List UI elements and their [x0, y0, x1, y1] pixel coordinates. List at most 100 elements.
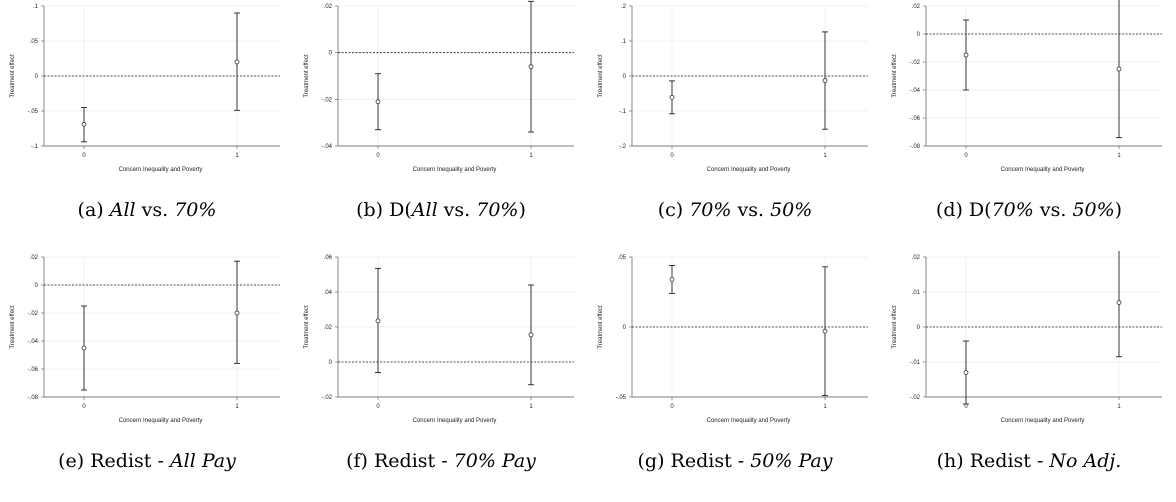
y-tick-label: 0 [329, 51, 333, 57]
y-tick-label: .05 [618, 255, 627, 261]
caption-text: All [411, 199, 438, 221]
chart-panel-b: -.04 -.02 0 .02 0 1 Concern Inequality and Pov… [294, 0, 588, 251]
caption-text: vs. [1033, 199, 1073, 221]
x-axis-title: Concern Inequality and Poverty [119, 167, 203, 173]
caption-text: (e) Redist - [58, 450, 170, 472]
y-axis-title: Treatment effect [304, 54, 310, 98]
x-tick-label: 1 [529, 404, 533, 410]
y-tick-label: -.02 [910, 60, 921, 66]
caption-text: 50% Pay [750, 450, 833, 472]
y-tick-label: -.04 [910, 88, 921, 94]
panel-caption: (b) D(All vs. 70%) [294, 199, 588, 221]
x-tick-label: 0 [82, 404, 86, 410]
y-axis-title: Treatment effect [598, 54, 604, 98]
y-tick-label: -.02 [28, 311, 39, 317]
x-tick-label: 1 [823, 404, 827, 410]
y-axis-title: Treatment effect [598, 305, 604, 349]
caption-text: 70% [689, 199, 732, 221]
point-estimate-marker [375, 99, 381, 105]
y-tick-label: .1 [33, 4, 39, 10]
y-tick-label: -.04 [322, 144, 333, 150]
caption-text: (f) Redist - [346, 450, 454, 472]
point-estimate-marker [528, 64, 534, 70]
caption-text: (h) Redist - [936, 450, 1050, 472]
point-estimate-marker [234, 59, 240, 65]
x-axis-title: Concern Inequality and Poverty [413, 167, 497, 173]
chart-panel-f: -.02 0 .02 .04 .06 0 1 Concern Inequality and P… [294, 251, 588, 502]
y-tick-label: 0 [623, 325, 627, 331]
caption-text: All Pay [169, 450, 236, 472]
panel-caption: (c) 70% vs. 50% [588, 199, 882, 221]
y-tick-label: -.05 [616, 395, 627, 401]
x-tick-label: 1 [1117, 404, 1121, 410]
point-estimate-marker [669, 94, 675, 100]
caption-text: (c) [657, 199, 690, 221]
point-estimate-marker [1116, 66, 1122, 72]
chart-svg: -.08 -.06 -.04 -.02 0 .02 0 1 Concern Inequality… [10, 255, 280, 424]
caption-text: 70% Pay [453, 450, 536, 472]
chart-svg: -.08 -.06 -.04 -.02 0 .02 0 1 Concern Inequality… [892, 0, 1162, 173]
y-tick-label: .02 [30, 255, 39, 261]
caption-text: ) [1114, 199, 1123, 221]
y-tick-label: .05 [30, 39, 39, 45]
y-tick-label: -.08 [28, 395, 39, 401]
point-estimate-marker [234, 310, 240, 316]
x-axis-title: Concern Inequality and Poverty [707, 167, 791, 173]
caption-text: ) [518, 199, 526, 221]
x-axis-title: Concern Inequality and Poverty [1001, 418, 1085, 424]
caption-text: (g) Redist - [637, 450, 751, 472]
y-axis-title: Treatment effect [10, 54, 16, 98]
point-estimate-marker [528, 332, 534, 338]
chart-panel-g: -.05 0 .05 0 1 Concern Inequality and Poverty… [588, 251, 882, 502]
caption-text: 70% [991, 199, 1034, 221]
panel-caption: (f) Redist - 70% Pay [294, 450, 588, 472]
y-tick-label: -.01 [910, 360, 921, 366]
point-estimate-marker [963, 52, 969, 58]
y-tick-label: .1 [621, 39, 627, 45]
x-axis-title: Concern Inequality and Poverty [707, 418, 791, 424]
y-tick-label: -.08 [910, 144, 921, 150]
panel-caption: (h) Redist - No Adj. [882, 450, 1176, 472]
point-estimate-marker [963, 370, 969, 375]
chart-svg: -.04 -.02 0 .02 0 1 Concern Inequality and Pov… [304, 0, 574, 173]
x-tick-label: 0 [376, 404, 380, 410]
point-estimate-marker [822, 78, 828, 83]
y-tick-label: -.06 [28, 367, 39, 373]
y-tick-label: -.1 [619, 109, 627, 115]
chart-panel-d: -.08 -.06 -.04 -.02 0 .02 0 1 Concern Inequality… [882, 0, 1176, 251]
y-tick-label: 0 [917, 32, 921, 38]
point-estimate-marker [822, 328, 828, 334]
x-axis-title: Concern Inequality and Poverty [1001, 167, 1085, 173]
chart-panel-e: -.08 -.06 -.04 -.02 0 .02 0 1 Concern Inequality… [0, 251, 294, 502]
y-tick-label: .2 [621, 4, 627, 10]
chart-svg: -.05 0 .05 0 1 Concern Inequality and Poverty… [598, 255, 868, 424]
x-tick-label: 1 [235, 153, 239, 159]
panel-caption: (e) Redist - All Pay [0, 450, 294, 472]
chart-panel-a: -.1 -.05 0 .05 .1 0 1 Concern Inequality and Po… [0, 0, 294, 251]
y-tick-label: -.04 [28, 339, 39, 345]
point-estimate-marker [375, 318, 381, 324]
chart-svg: -.02 -.01 0 .01 .02 0 1 Concern Inequality and … [892, 251, 1162, 424]
x-tick-label: 1 [235, 404, 239, 410]
caption-text: (d) D( [935, 199, 992, 221]
y-tick-label: -.2 [619, 144, 627, 150]
caption-text: vs. [731, 199, 771, 221]
caption-text: (a) [77, 199, 110, 221]
y-axis-title: Treatment effect [892, 305, 898, 349]
chart-panel-h: -.02 -.01 0 .01 .02 0 1 Concern Inequality and … [882, 251, 1176, 502]
x-tick-label: 0 [82, 153, 86, 159]
caption-text: 50% [1072, 199, 1115, 221]
caption-text: vs. [135, 199, 175, 221]
caption-text: 70% [174, 199, 217, 221]
y-tick-label: 0 [35, 74, 39, 80]
point-estimate-marker [1116, 300, 1122, 305]
y-tick-label: .02 [324, 325, 333, 331]
y-tick-label: .02 [912, 4, 921, 10]
y-axis-title: Treatment effect [10, 305, 16, 349]
x-tick-label: 0 [964, 153, 968, 159]
y-tick-label: 0 [35, 283, 39, 289]
x-tick-label: 0 [964, 404, 968, 410]
x-tick-label: 0 [670, 153, 674, 159]
y-axis-title: Treatment effect [892, 54, 898, 98]
x-tick-label: 1 [823, 153, 827, 159]
